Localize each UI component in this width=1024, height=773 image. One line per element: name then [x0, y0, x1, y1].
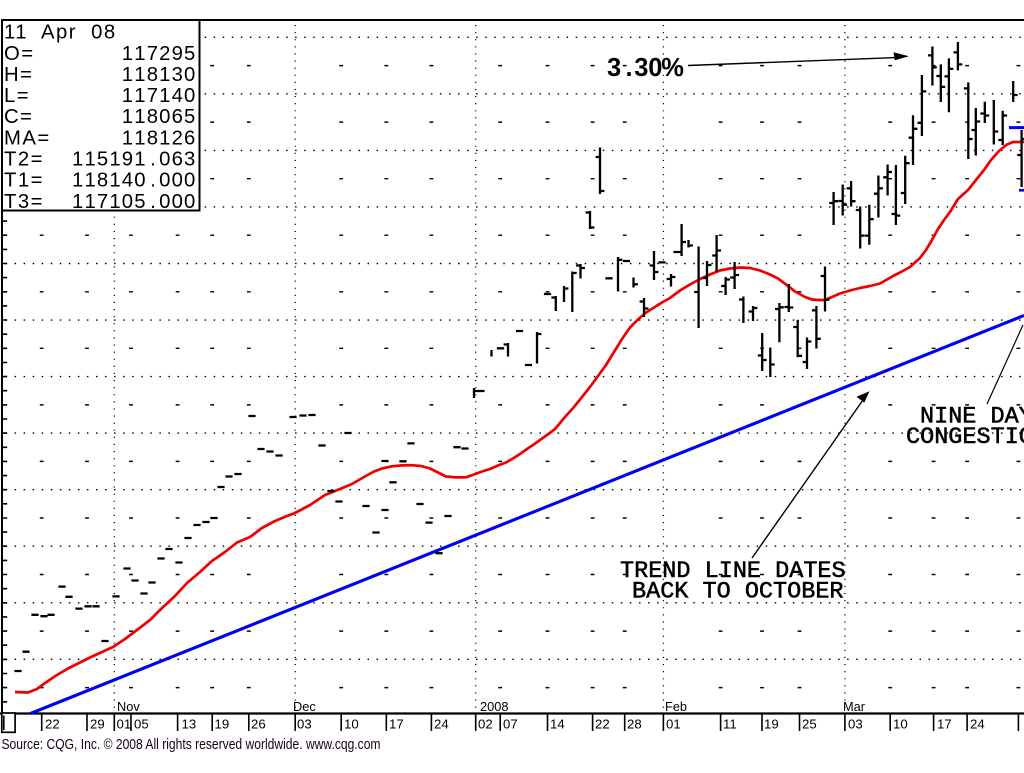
svg-text:CONGESTION: CONGESTION: [906, 424, 1024, 451]
svg-text:Mar: Mar: [843, 699, 866, 714]
svg-text:22: 22: [45, 717, 60, 732]
svg-text:T3=: T3=: [4, 191, 44, 213]
svg-text:T2=: T2=: [4, 149, 44, 171]
svg-text:118065: 118065: [122, 106, 196, 128]
svg-text:17: 17: [937, 717, 952, 732]
svg-text:H=: H=: [4, 64, 33, 86]
svg-text:22: 22: [595, 717, 610, 732]
svg-text:Source: CQG, Inc. © 2008 All r: Source: CQG, Inc. © 2008 All rights rese…: [2, 736, 381, 753]
svg-text:118130: 118130: [122, 64, 196, 86]
svg-text:13: 13: [182, 717, 197, 732]
svg-text:C=: C=: [4, 106, 33, 128]
svg-text:26: 26: [251, 717, 266, 732]
svg-text:03: 03: [848, 717, 863, 732]
svg-text:25: 25: [802, 717, 817, 732]
svg-text:24: 24: [970, 717, 985, 732]
svg-text:03: 03: [297, 717, 312, 732]
svg-text:24: 24: [434, 717, 449, 732]
svg-text:Nov: Nov: [117, 699, 140, 714]
svg-text:Feb: Feb: [665, 699, 687, 714]
svg-text:10: 10: [893, 717, 908, 732]
svg-text:02: 02: [478, 717, 493, 732]
svg-text:28: 28: [627, 717, 642, 732]
svg-text:O=: O=: [4, 43, 35, 65]
svg-text:T1=: T1=: [4, 170, 44, 192]
svg-text:Dec: Dec: [293, 699, 316, 714]
svg-text:2008: 2008: [480, 699, 508, 714]
svg-text:MA=: MA=: [4, 127, 51, 149]
svg-text:3.30%: 3.30%: [607, 54, 684, 82]
svg-text:01: 01: [117, 717, 132, 732]
svg-text:17: 17: [389, 717, 404, 732]
svg-text:L=: L=: [4, 85, 30, 107]
svg-text:11 Apr 08: 11 Apr 08: [4, 22, 117, 44]
svg-text:118140.000: 118140.000: [72, 170, 195, 192]
svg-text:19: 19: [215, 717, 230, 732]
svg-text:07: 07: [503, 717, 518, 732]
svg-text:117105.000: 117105.000: [72, 191, 195, 213]
svg-text:29: 29: [90, 717, 105, 732]
svg-text:11: 11: [723, 717, 737, 732]
svg-text:115191.063: 115191.063: [72, 149, 195, 171]
svg-text:10: 10: [344, 717, 359, 732]
svg-text:01: 01: [666, 717, 681, 732]
svg-text:14: 14: [550, 717, 565, 732]
svg-text:19: 19: [764, 717, 779, 732]
svg-text:117295: 117295: [122, 43, 196, 65]
svg-text:118126: 118126: [122, 127, 196, 149]
svg-text:117140: 117140: [122, 85, 196, 107]
svg-text:BACK TO OCTOBER: BACK TO OCTOBER: [632, 579, 844, 606]
svg-text:05: 05: [134, 717, 149, 732]
